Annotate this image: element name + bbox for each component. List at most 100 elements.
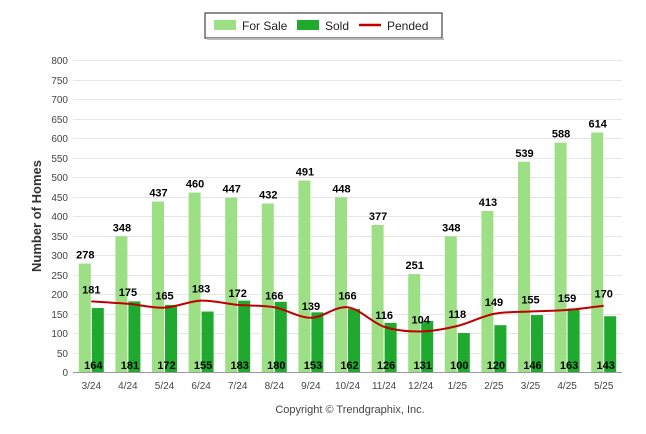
legend-box [204,12,443,39]
x-tick-label: 5/25 [594,381,614,392]
data-label-pended: 116 [375,310,393,322]
bar-sold [494,325,507,372]
data-labels: 278 164 181 348 181 175 437 172 165 460 155 183 447 1… [76,119,615,372]
data-label-pended: 159 [558,293,576,305]
data-label-pended: 172 [229,288,247,300]
y-tick-label: 800 [51,56,68,67]
data-label-sold: 164 [84,360,103,372]
x-tick-label: 3/25 [521,381,541,392]
data-label-for-sale: 348 [442,222,460,234]
legend-swatch-for-sale [214,20,236,30]
data-label-pended: 155 [521,295,539,307]
bars [78,132,617,372]
bar-sold [91,308,104,372]
legend-label-pended: Pended [387,19,428,33]
data-label-sold: 120 [487,360,505,372]
y-tick-label: 500 [51,173,68,184]
data-label-sold: 183 [231,360,249,372]
bar-for-sale [518,161,530,372]
data-label-for-sale: 348 [113,222,131,234]
x-tick-label: 5/24 [155,381,175,392]
gridlines [73,60,622,354]
x-tick-label: 9/24 [301,381,321,392]
pended-line [91,299,604,333]
legend-label-for-sale: For Sale [242,19,288,33]
data-label-pended: 175 [119,287,137,299]
y-tick-label: 650 [51,115,68,126]
data-label-sold: 146 [523,360,541,372]
bar-for-sale [481,210,494,372]
y-tick-label: 300 [51,251,68,262]
data-label-pended: 165 [155,291,173,303]
x-tick-label: 7/24 [228,381,248,392]
bar-for-sale [225,197,238,372]
data-label-pended: 170 [595,289,613,301]
x-tick-label: 1/25 [448,381,468,392]
legend-label-sold: Sold [325,19,349,33]
x-tick-label: 2/25 [484,381,504,392]
copyright-footer: Copyright © Trendgraphix, Inc. [275,404,424,416]
data-label-for-sale: 539 [515,148,533,160]
data-label-sold: 100 [450,360,468,372]
pended-series-line [91,299,604,333]
bar-for-sale [591,132,604,372]
bar-sold [421,320,434,372]
data-label-pended: 118 [448,309,466,321]
y-tick-label: 700 [51,95,68,106]
data-label-sold: 155 [194,360,212,372]
legend-shadow [207,38,444,40]
x-tick-label: 10/24 [335,381,360,392]
data-label-sold: 172 [157,360,175,372]
bar-sold [238,300,251,372]
data-label-pended: 166 [338,290,356,302]
x-tick-label: 3/24 [82,381,102,392]
data-label-sold: 163 [560,360,578,372]
data-label-for-sale: 588 [552,129,570,141]
data-label-for-sale: 413 [479,197,497,209]
data-label-pended: 166 [265,290,283,302]
bar-sold [165,304,177,372]
bar-for-sale [152,201,164,372]
bar-for-sale [371,224,384,372]
data-label-for-sale: 251 [406,260,424,272]
bar-sold [384,322,397,372]
x-tick-label: 12/24 [408,381,433,392]
y-tick-label: 400 [51,212,68,223]
bar-for-sale [78,263,91,372]
data-label-for-sale: 432 [259,190,277,202]
y-axis-label: Number of Homes [29,160,44,272]
data-label-for-sale: 278 [76,250,94,262]
x-tick-label: 4/24 [118,381,138,392]
data-label-sold: 162 [340,360,358,372]
data-label-sold: 180 [267,360,285,372]
y-tick-label: 600 [51,134,68,145]
y-tick-label: 750 [51,76,68,87]
bar-for-sale [408,274,421,372]
data-label-for-sale: 448 [332,183,350,195]
y-tick-label: 100 [51,329,68,340]
data-label-pended: 139 [302,301,320,313]
bar-sold [274,301,287,372]
y-tick-label: 0 [62,368,68,379]
bar-sold [128,301,141,372]
bar-sold [531,315,543,372]
data-label-sold: 131 [414,360,432,372]
bar-for-sale [261,203,274,372]
data-label-sold: 143 [597,360,615,372]
x-tick-label: 11/24 [372,381,397,392]
data-label-pended: 104 [412,314,431,326]
bar-sold [567,308,580,372]
y-axis-ticks: 0 50 100 150 200 250 300 350 400 450 500 550 600 650 7… [51,56,68,379]
x-tick-label: 8/24 [265,381,285,392]
y-tick-label: 450 [51,193,68,204]
y-tick-label: 200 [51,290,68,301]
data-label-for-sale: 460 [186,179,204,191]
x-tick-label: 4/25 [557,381,577,392]
y-tick-label: 350 [51,232,68,243]
bar-sold [604,316,617,372]
bar-for-sale [298,180,311,372]
bar-for-sale [554,142,567,372]
bar-sold [348,308,360,372]
data-label-sold: 153 [304,360,322,372]
data-label-pended: 181 [82,284,100,296]
